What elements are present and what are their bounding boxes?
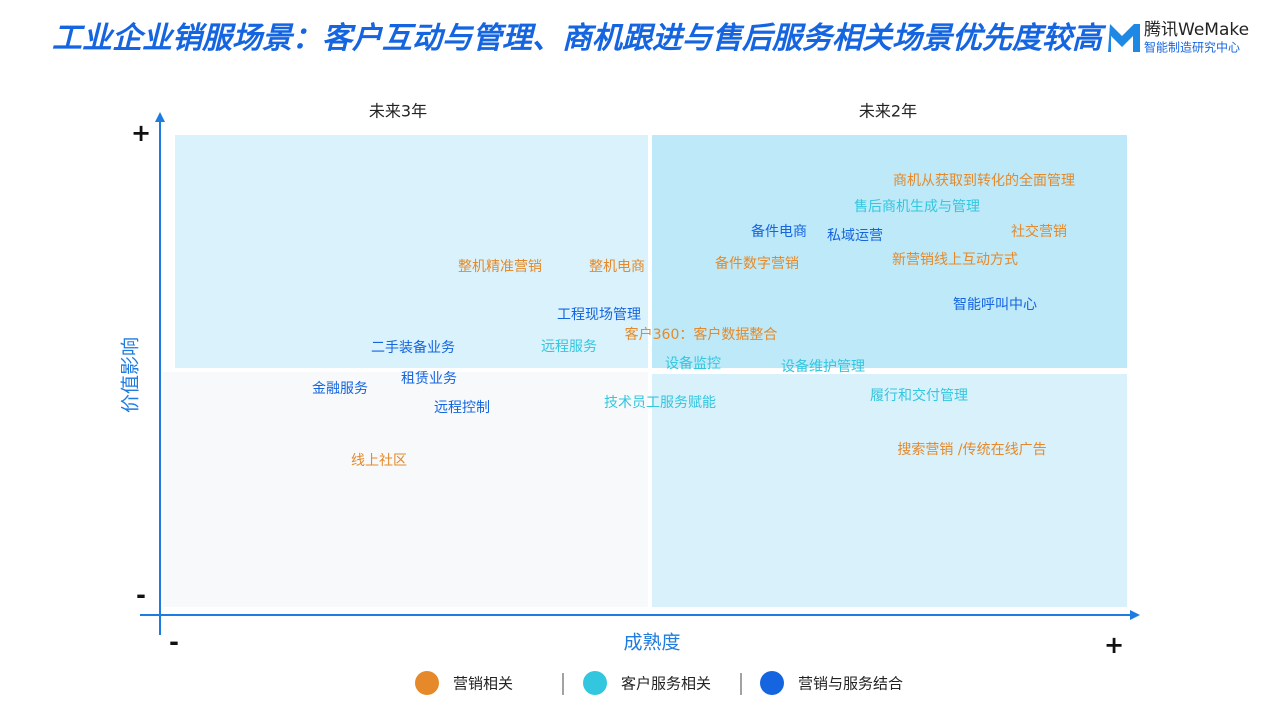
scenario-label: 整机精准营销 — [458, 259, 542, 275]
quadrant — [175, 135, 648, 368]
quadrant — [652, 374, 1127, 607]
logo-name: 腾讯WeMake — [1144, 20, 1249, 40]
scenario-label: 备件电商 — [751, 223, 807, 240]
scenario-label: 售后商机生成与管理 — [854, 199, 980, 215]
axis-end: + — [1104, 631, 1124, 659]
scenario-label: 私域运营 — [827, 228, 883, 244]
legend-label: 营销相关 — [453, 675, 513, 693]
axis-end: - — [169, 628, 179, 656]
legend-marker — [415, 671, 439, 695]
scenario-label: 整机电商 — [589, 259, 645, 275]
scenario-label: 商机从获取到转化的全面管理 — [893, 172, 1075, 189]
scenario-label: 工程现场管理 — [557, 307, 641, 323]
logo-icon — [1108, 24, 1140, 52]
legend-marker — [583, 671, 607, 695]
scenario-label: 备件数字营销 — [715, 255, 799, 272]
scenario-label: 社交营销 — [1011, 223, 1067, 240]
quadrant — [163, 372, 648, 607]
legend-marker — [760, 671, 784, 695]
scenario-label: 设备维护管理 — [781, 358, 865, 375]
quadrant — [652, 135, 1127, 368]
scenario-label: 远程控制 — [434, 400, 490, 416]
scenario-label: 技术员工服务赋能 — [604, 395, 716, 411]
legend-label: 营销与服务结合 — [798, 675, 903, 693]
scenario-label: 线上社区 — [351, 453, 407, 469]
scenario-label: 设备监控 — [665, 355, 721, 372]
scenario-label: 新营销线上互动方式 — [892, 252, 1018, 268]
scenario-label: 履行和交付管理 — [870, 387, 968, 404]
quadrant-label: 未来3年 — [369, 102, 427, 121]
scenario-label: 智能呼叫中心 — [953, 297, 1037, 313]
logo-sub: 智能制造研究中心 — [1144, 40, 1240, 55]
y-axis-label: 价值影响 — [120, 337, 142, 413]
scenario-label: 租赁业务 — [401, 371, 457, 387]
scenario-label: 搜索营销 /传统在线广告 — [897, 441, 1046, 458]
scenario-label: 远程服务 — [541, 339, 597, 355]
arrow — [155, 112, 165, 122]
title: 工业企业销服场景：客户互动与管理、商机跟进与售后服务相关场景优先度较高 — [52, 21, 1102, 56]
scenario-label: 二手装备业务 — [371, 339, 455, 356]
x-axis-label: 成熟度 — [623, 632, 680, 654]
scenario-label: 金融服务 — [312, 381, 368, 397]
scenario-label: 客户360：客户数据整合 — [625, 326, 778, 343]
legend-label: 客户服务相关 — [621, 675, 711, 693]
axis-end: - — [136, 581, 146, 609]
arrow — [1130, 610, 1140, 620]
axis-end: + — [131, 119, 151, 147]
quadrant-label: 未来2年 — [859, 102, 917, 121]
